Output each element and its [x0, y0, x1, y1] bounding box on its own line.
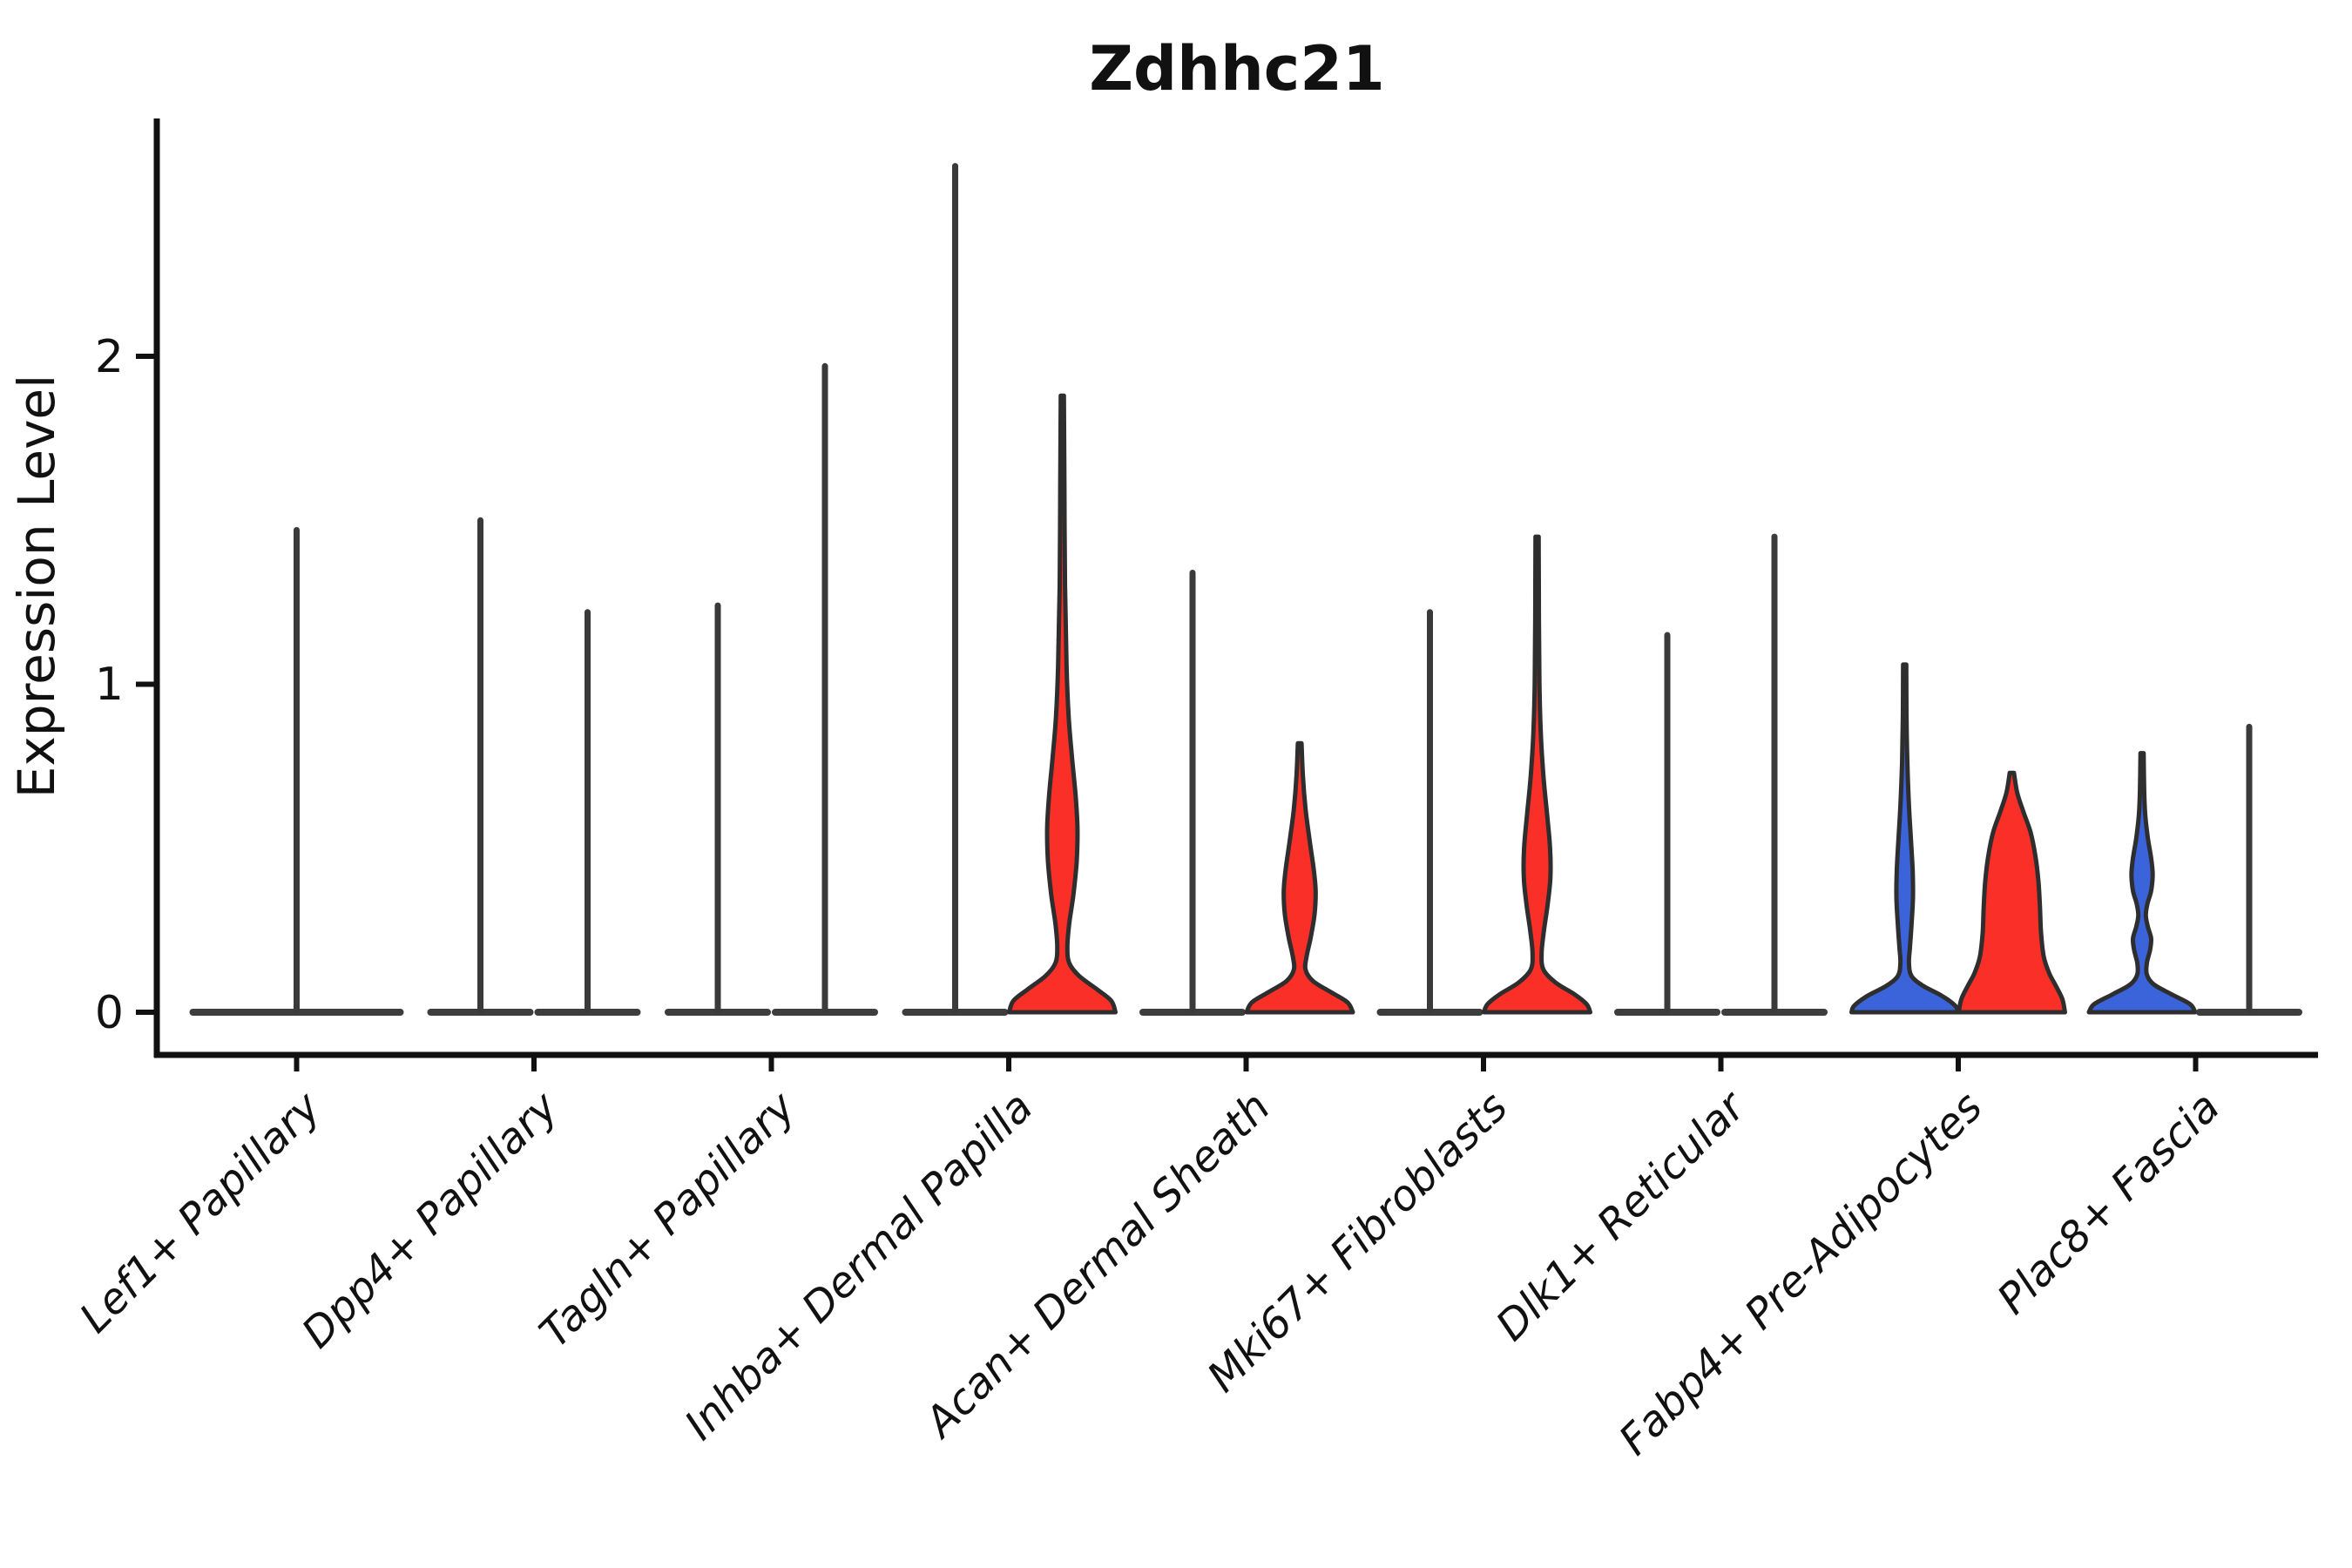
x-tick-label-9: Plac8+ Fascia [1988, 1083, 2229, 1324]
violins-group [189, 163, 2302, 1016]
y-tick-label-2: 2 [95, 331, 124, 383]
x-tick-label-1: Lef1+ Papillary [71, 1082, 331, 1342]
x-tick-label-2: Dpp4+ Papillary [293, 1082, 568, 1357]
x-tick-label-7: Dlk1+ Reticular [1487, 1081, 1757, 1351]
y-tick-label-0: 0 [95, 987, 124, 1039]
violin-plac8-fascia-left [2086, 751, 2198, 1015]
x-tick-label-3: Tagln+ Papillary [531, 1082, 806, 1357]
x-axis-ticks-group [294, 1055, 2199, 1071]
chart-title: Zdhhc21 [1089, 33, 1384, 105]
violin-mki67-fibroblasts-right [1482, 534, 1592, 1015]
violin-fabp4-pre-adipocytes-right [1957, 770, 2067, 1015]
violin-fabp4-pre-adipocytes-left [1849, 662, 1960, 1015]
y-axis-label: Expression Level [7, 375, 66, 798]
violin-acan-dermal-sheath-right [1244, 740, 1355, 1015]
y-tick-label-1: 1 [95, 659, 124, 711]
violin-inhba-dermal-papilla-right [1007, 393, 1118, 1015]
